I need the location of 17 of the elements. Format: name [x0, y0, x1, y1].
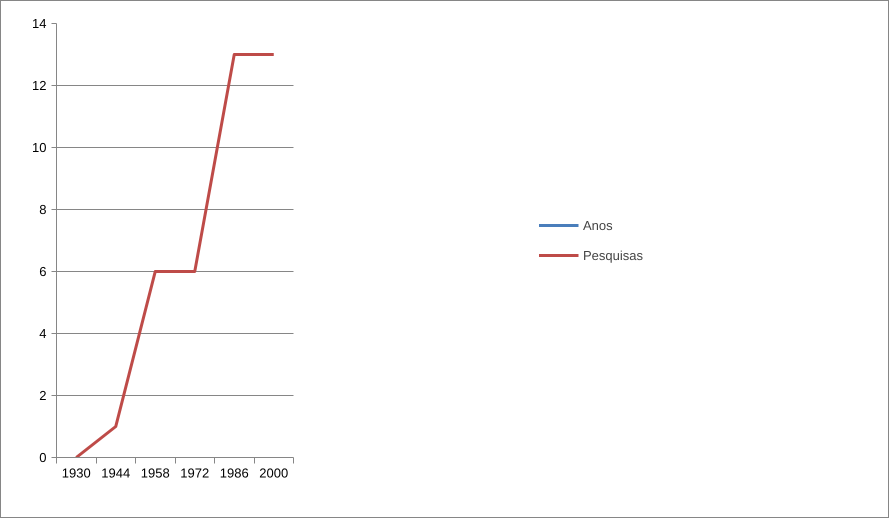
y-tick-label: 2: [39, 388, 47, 403]
line-series: [74, 53, 276, 458]
y-tick-label: 8: [39, 202, 47, 217]
x-tick-label: 1958: [140, 466, 170, 480]
legend-label: Anos: [583, 218, 613, 232]
x-tick-label: 1930: [62, 466, 91, 480]
x-tick-label: 2000: [259, 466, 288, 480]
y-tick-label: 6: [39, 264, 47, 279]
y-tick-label: 4: [39, 326, 47, 341]
y-tick-label: 0: [39, 450, 47, 465]
x-tick-label: 1972: [180, 466, 210, 480]
y-tick-label: 10: [32, 140, 47, 155]
legend-label: Pesquisas: [583, 248, 643, 262]
y-tick-label: 14: [32, 16, 47, 31]
x-tick-label: 1944: [101, 466, 130, 480]
y-tick-label: 12: [32, 78, 47, 93]
x-tick-label: 1986: [220, 466, 249, 480]
